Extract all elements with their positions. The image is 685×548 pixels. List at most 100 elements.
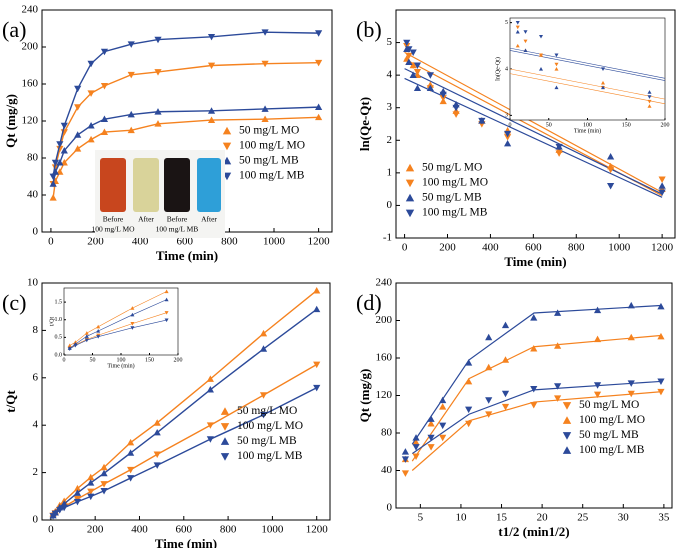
marker [452, 111, 460, 118]
fit-line [509, 68, 666, 100]
x-tick-label: 1000 [263, 236, 286, 248]
x-tick-label: 200 [87, 236, 104, 248]
y-tick-label: 240 [22, 4, 39, 16]
marker [523, 48, 528, 53]
x-tick-label: 50 [90, 357, 96, 363]
fit-line [509, 50, 666, 81]
marker [409, 49, 417, 56]
marker [504, 139, 512, 147]
marker [206, 436, 214, 443]
x-axis-title: Time (min) [107, 362, 134, 369]
x-tick-label: 150 [622, 122, 631, 128]
marker [49, 173, 57, 181]
y-tick-label: 0 [387, 199, 393, 211]
marker [60, 504, 68, 512]
x-axis-title: Time (min) [156, 248, 218, 263]
series-line [52, 62, 319, 184]
marker [554, 67, 559, 71]
legend-label: 50 mg/L MB [239, 155, 299, 167]
marker [84, 334, 89, 338]
marker [127, 126, 135, 134]
marker [554, 395, 562, 402]
marker [539, 53, 543, 58]
marker [73, 498, 82, 506]
marker [67, 343, 72, 348]
marker [100, 82, 109, 90]
legend-marker [222, 142, 232, 151]
legend-label: 50 mg/L MB [237, 435, 297, 447]
x-tick-label: 400 [131, 524, 148, 536]
marker [313, 305, 321, 313]
plot-frame [509, 17, 666, 121]
marker [627, 380, 635, 387]
x-tick-label: 5 [418, 512, 424, 524]
marker [593, 382, 602, 389]
x-tick-label: 200 [174, 357, 183, 363]
marker [554, 342, 562, 349]
legend-marker [405, 209, 415, 218]
legend-label: 50 mg/L MO [422, 162, 482, 174]
x-tick-label: 0 [48, 236, 54, 248]
y-tick-label: 0.5 [55, 335, 63, 341]
marker [501, 356, 510, 363]
x-tick-label: 0 [48, 524, 54, 536]
marker [315, 113, 323, 121]
marker [259, 329, 268, 337]
y-tick-label: 200 [376, 314, 393, 326]
marker [627, 301, 635, 309]
marker [601, 80, 605, 85]
marker [607, 152, 615, 160]
marker [130, 322, 135, 326]
legend-marker [562, 416, 572, 424]
marker [261, 115, 269, 123]
marker [87, 135, 95, 143]
marker [426, 84, 434, 92]
y-axis-title: ln(Qe-Qt) [494, 57, 501, 81]
marker [100, 481, 108, 488]
marker [154, 108, 162, 115]
marker [100, 115, 109, 123]
legend: 50 mg/L MO 100 mg/L MO 50 mg/L MB 100 mg/L … [562, 399, 645, 456]
marker [100, 487, 108, 495]
y-tick-label: 4 [387, 69, 393, 81]
legend-label: 100 mg/L MB [579, 444, 645, 456]
legend-label: 100 mg/L MO [237, 420, 303, 432]
marker [427, 444, 435, 451]
marker [206, 386, 214, 393]
marker [539, 34, 543, 39]
marker [261, 105, 269, 112]
y-tick-label: 3 [387, 101, 393, 113]
y-tick-label: 1 [387, 166, 393, 178]
photo-caption: 100 mg/L MB [156, 225, 199, 234]
marker [87, 473, 95, 481]
marker [413, 62, 422, 69]
y-tick-label: 40 [27, 189, 39, 201]
y-tick-label: 0 [387, 502, 393, 514]
marker [426, 72, 434, 79]
marker [96, 335, 101, 339]
marker [485, 411, 493, 418]
x-tick-label: 100 [117, 357, 126, 363]
marker [515, 29, 520, 34]
marker [401, 456, 410, 463]
marker [439, 95, 447, 102]
plot-frame [395, 9, 676, 239]
x-tick-label: 10 [455, 512, 467, 524]
y-tick-label: 160 [376, 352, 393, 364]
marker [504, 130, 512, 138]
marker [501, 403, 510, 411]
chart-panel: 5 10 15 20 25 30 35 0 40 80 120 160 200 240 t1/2 (min1… [356, 277, 673, 539]
plot-frame [63, 287, 179, 356]
marker [153, 451, 161, 458]
marker [627, 333, 635, 341]
legend-label: 100 mg/L MO [422, 177, 488, 189]
marker [67, 347, 72, 352]
x-tick-label: 25 [577, 512, 589, 524]
y-tick-label: 4 [505, 66, 508, 72]
marker [465, 406, 473, 414]
marker [485, 397, 493, 404]
y-tick-label: 200 [22, 41, 39, 53]
x-tick-label: 800 [220, 524, 237, 536]
